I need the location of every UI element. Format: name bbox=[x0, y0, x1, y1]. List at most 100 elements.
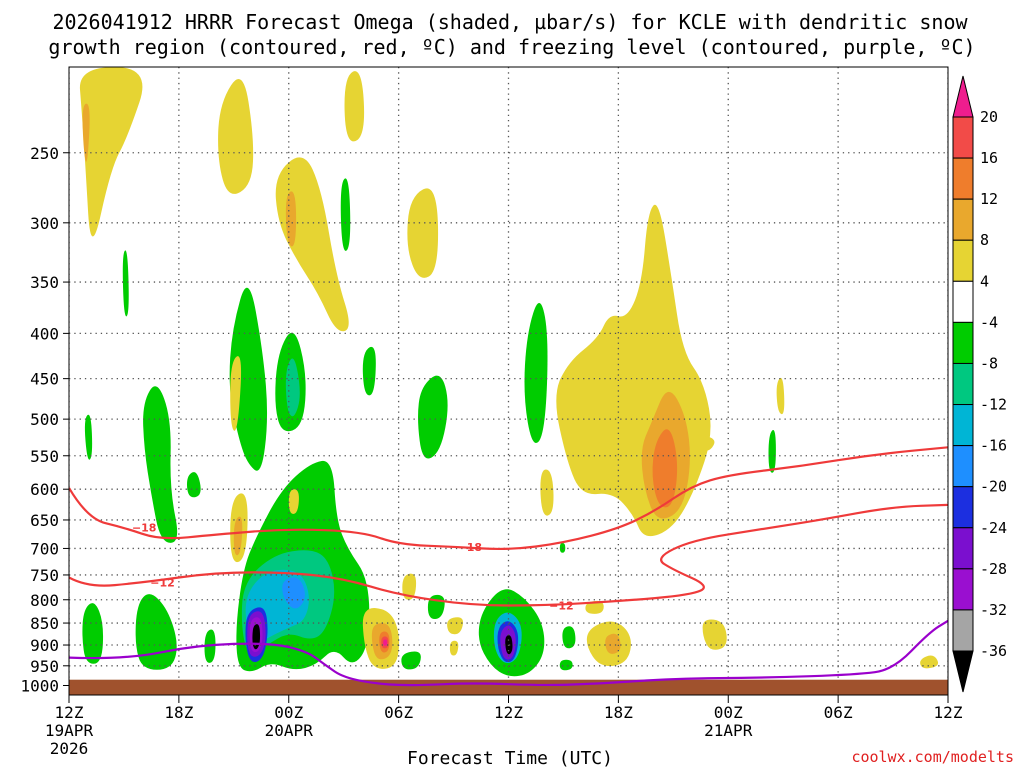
omega-region bbox=[447, 617, 464, 635]
y-tick-label: 750 bbox=[30, 566, 59, 585]
dgz-contour-label: −18 bbox=[458, 541, 483, 554]
omega-region bbox=[143, 386, 178, 543]
colorbar-segment bbox=[952, 486, 974, 529]
x-tick-label: 19APR bbox=[45, 721, 94, 740]
colorbar-segment bbox=[952, 116, 974, 159]
x-tick-label: 06Z bbox=[824, 703, 853, 722]
omega-region bbox=[383, 639, 388, 646]
dgz-contour-label: −12 bbox=[549, 599, 574, 612]
colorbar-label: -8 bbox=[980, 354, 998, 372]
omega-region bbox=[401, 651, 421, 670]
y-tick-label: 500 bbox=[30, 410, 59, 429]
colorbar-label: -20 bbox=[980, 478, 1007, 496]
omega-region bbox=[407, 188, 439, 278]
colorbar-label: -4 bbox=[980, 313, 998, 331]
colorbar-label: -36 bbox=[980, 642, 1007, 660]
y-tick-label: 450 bbox=[30, 370, 59, 389]
colorbar-label: -12 bbox=[980, 396, 1007, 414]
omega-region bbox=[562, 626, 576, 649]
omega-region bbox=[79, 67, 143, 237]
y-tick-label: 650 bbox=[30, 511, 59, 530]
colorbar: 20 16 12 8 4 -4 -8 -12 -16 -20 -24 -28 -32 -36 bbox=[952, 75, 1007, 693]
omega-region bbox=[652, 429, 678, 508]
omega-region bbox=[559, 659, 573, 671]
grid-layer bbox=[69, 67, 948, 695]
x-tick-label: 2026 bbox=[50, 739, 89, 758]
colorbar-label: 16 bbox=[980, 149, 998, 167]
y-tick-label: 1000 bbox=[20, 677, 59, 696]
colorbar-label: 8 bbox=[980, 231, 989, 249]
colorbar-label: -16 bbox=[980, 437, 1007, 455]
y-axis: 250 300 350 400 450 500 550 600 650 700 750 800 850 9… bbox=[20, 144, 69, 696]
x-tick-label: 12Z bbox=[934, 703, 963, 722]
terrain-band bbox=[69, 679, 948, 695]
dgz-contour-label: −18 bbox=[132, 522, 157, 535]
y-tick-label: 350 bbox=[30, 273, 59, 292]
x-tick-label: 21APR bbox=[704, 721, 753, 740]
omega-region bbox=[230, 356, 242, 431]
omega-region bbox=[344, 71, 365, 142]
omega-region bbox=[327, 289, 336, 314]
omega-region bbox=[362, 346, 376, 396]
omega-region bbox=[702, 619, 727, 650]
colorbar-segment bbox=[952, 404, 974, 447]
omega-region bbox=[693, 435, 715, 451]
omega-region bbox=[82, 603, 104, 664]
terrain-layer bbox=[69, 679, 948, 695]
x-tick-label: 18Z bbox=[604, 703, 633, 722]
colorbar-segment bbox=[952, 527, 974, 570]
colorbar-segment bbox=[952, 239, 974, 282]
omega-region bbox=[122, 250, 129, 317]
x-tick-label: 20APR bbox=[265, 721, 314, 740]
colorbar-segment bbox=[952, 445, 974, 488]
plot-area: −12 −12 −18 −18 bbox=[69, 67, 948, 695]
x-tick-label: 12Z bbox=[55, 703, 84, 722]
contour-layer: −12 −12 −18 −18 bbox=[69, 446, 948, 687]
x-tick-label: 00Z bbox=[274, 703, 303, 722]
colorbar-label: -28 bbox=[980, 560, 1007, 578]
omega-region bbox=[402, 573, 417, 600]
colorbar-segment bbox=[952, 198, 974, 241]
credit-text: coolwx.com/modelts bbox=[851, 748, 1014, 766]
omega-region bbox=[233, 516, 243, 556]
dgz-contour-label: −12 bbox=[150, 577, 175, 590]
colorbar-top-arrow bbox=[952, 75, 974, 118]
omega-region bbox=[288, 489, 299, 514]
chart-title: 2026041912 HRRR Forecast Omega (shaded, … bbox=[52, 10, 968, 34]
x-tick-label: 18Z bbox=[164, 703, 193, 722]
colorbar-segment bbox=[952, 362, 974, 406]
omega-region bbox=[540, 469, 554, 516]
y-tick-label: 900 bbox=[30, 636, 59, 655]
omega-region bbox=[340, 178, 351, 251]
colorbar-segment bbox=[952, 321, 974, 364]
colorbar-label: 12 bbox=[980, 190, 998, 208]
y-tick-label: 700 bbox=[30, 539, 59, 558]
colorbar-segment bbox=[952, 280, 974, 323]
omega-region bbox=[605, 633, 621, 654]
omega-region bbox=[186, 472, 201, 498]
dgz-contour-line bbox=[69, 503, 948, 607]
omega-region bbox=[282, 577, 305, 609]
y-tick-label: 850 bbox=[30, 614, 59, 633]
omega-region bbox=[218, 79, 254, 194]
colorbar-label: 20 bbox=[980, 108, 998, 126]
x-tick-label: 00Z bbox=[714, 703, 743, 722]
y-tick-label: 600 bbox=[30, 480, 59, 499]
colorbar-segment bbox=[952, 609, 974, 652]
colorbar-segment bbox=[952, 568, 974, 611]
y-tick-label: 400 bbox=[30, 324, 59, 343]
y-tick-label: 800 bbox=[30, 591, 59, 610]
omega-region bbox=[585, 600, 604, 614]
omega-region bbox=[524, 303, 548, 444]
freezing-level-line bbox=[69, 619, 948, 687]
omega-region bbox=[776, 377, 785, 415]
x-tick-label: 06Z bbox=[384, 703, 413, 722]
omega-shading-layer bbox=[79, 67, 939, 677]
colorbar-label: -32 bbox=[980, 601, 1007, 619]
y-tick-label: 950 bbox=[30, 657, 59, 676]
colorbar-segment bbox=[952, 157, 974, 200]
omega-region bbox=[84, 414, 93, 460]
colorbar-label: 4 bbox=[980, 272, 989, 290]
